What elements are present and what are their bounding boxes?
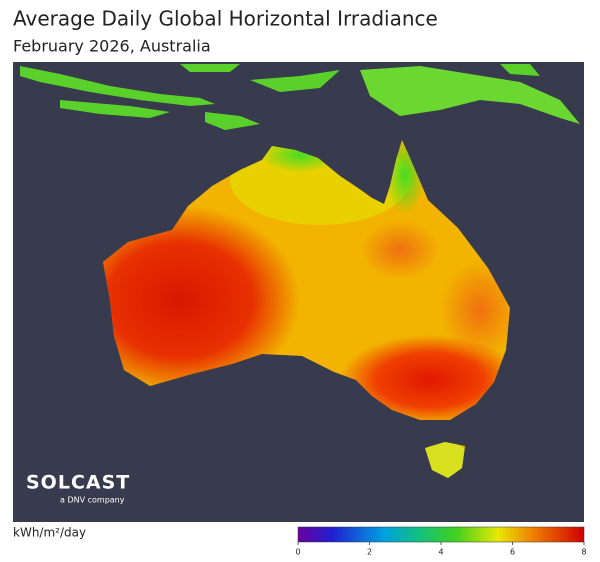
colorbar-tick-label: 4 [438, 548, 443, 557]
colorbar-tick-label: 2 [367, 548, 372, 557]
subtitle: February 2026, Australia [13, 37, 211, 56]
colorbar-tick-label: 6 [510, 548, 515, 557]
title: Average Daily Global Horizontal Irradian… [13, 7, 438, 31]
legend-unit: kWh/m²/day [13, 526, 86, 540]
colorbar-tick-label: 8 [581, 548, 586, 557]
colorbar-tick-label: 0 [295, 548, 300, 557]
logo-tagline: a DNV company [60, 496, 125, 505]
islands [20, 64, 580, 130]
logo: SOLCAST [26, 472, 130, 494]
colorbar [297, 526, 585, 543]
